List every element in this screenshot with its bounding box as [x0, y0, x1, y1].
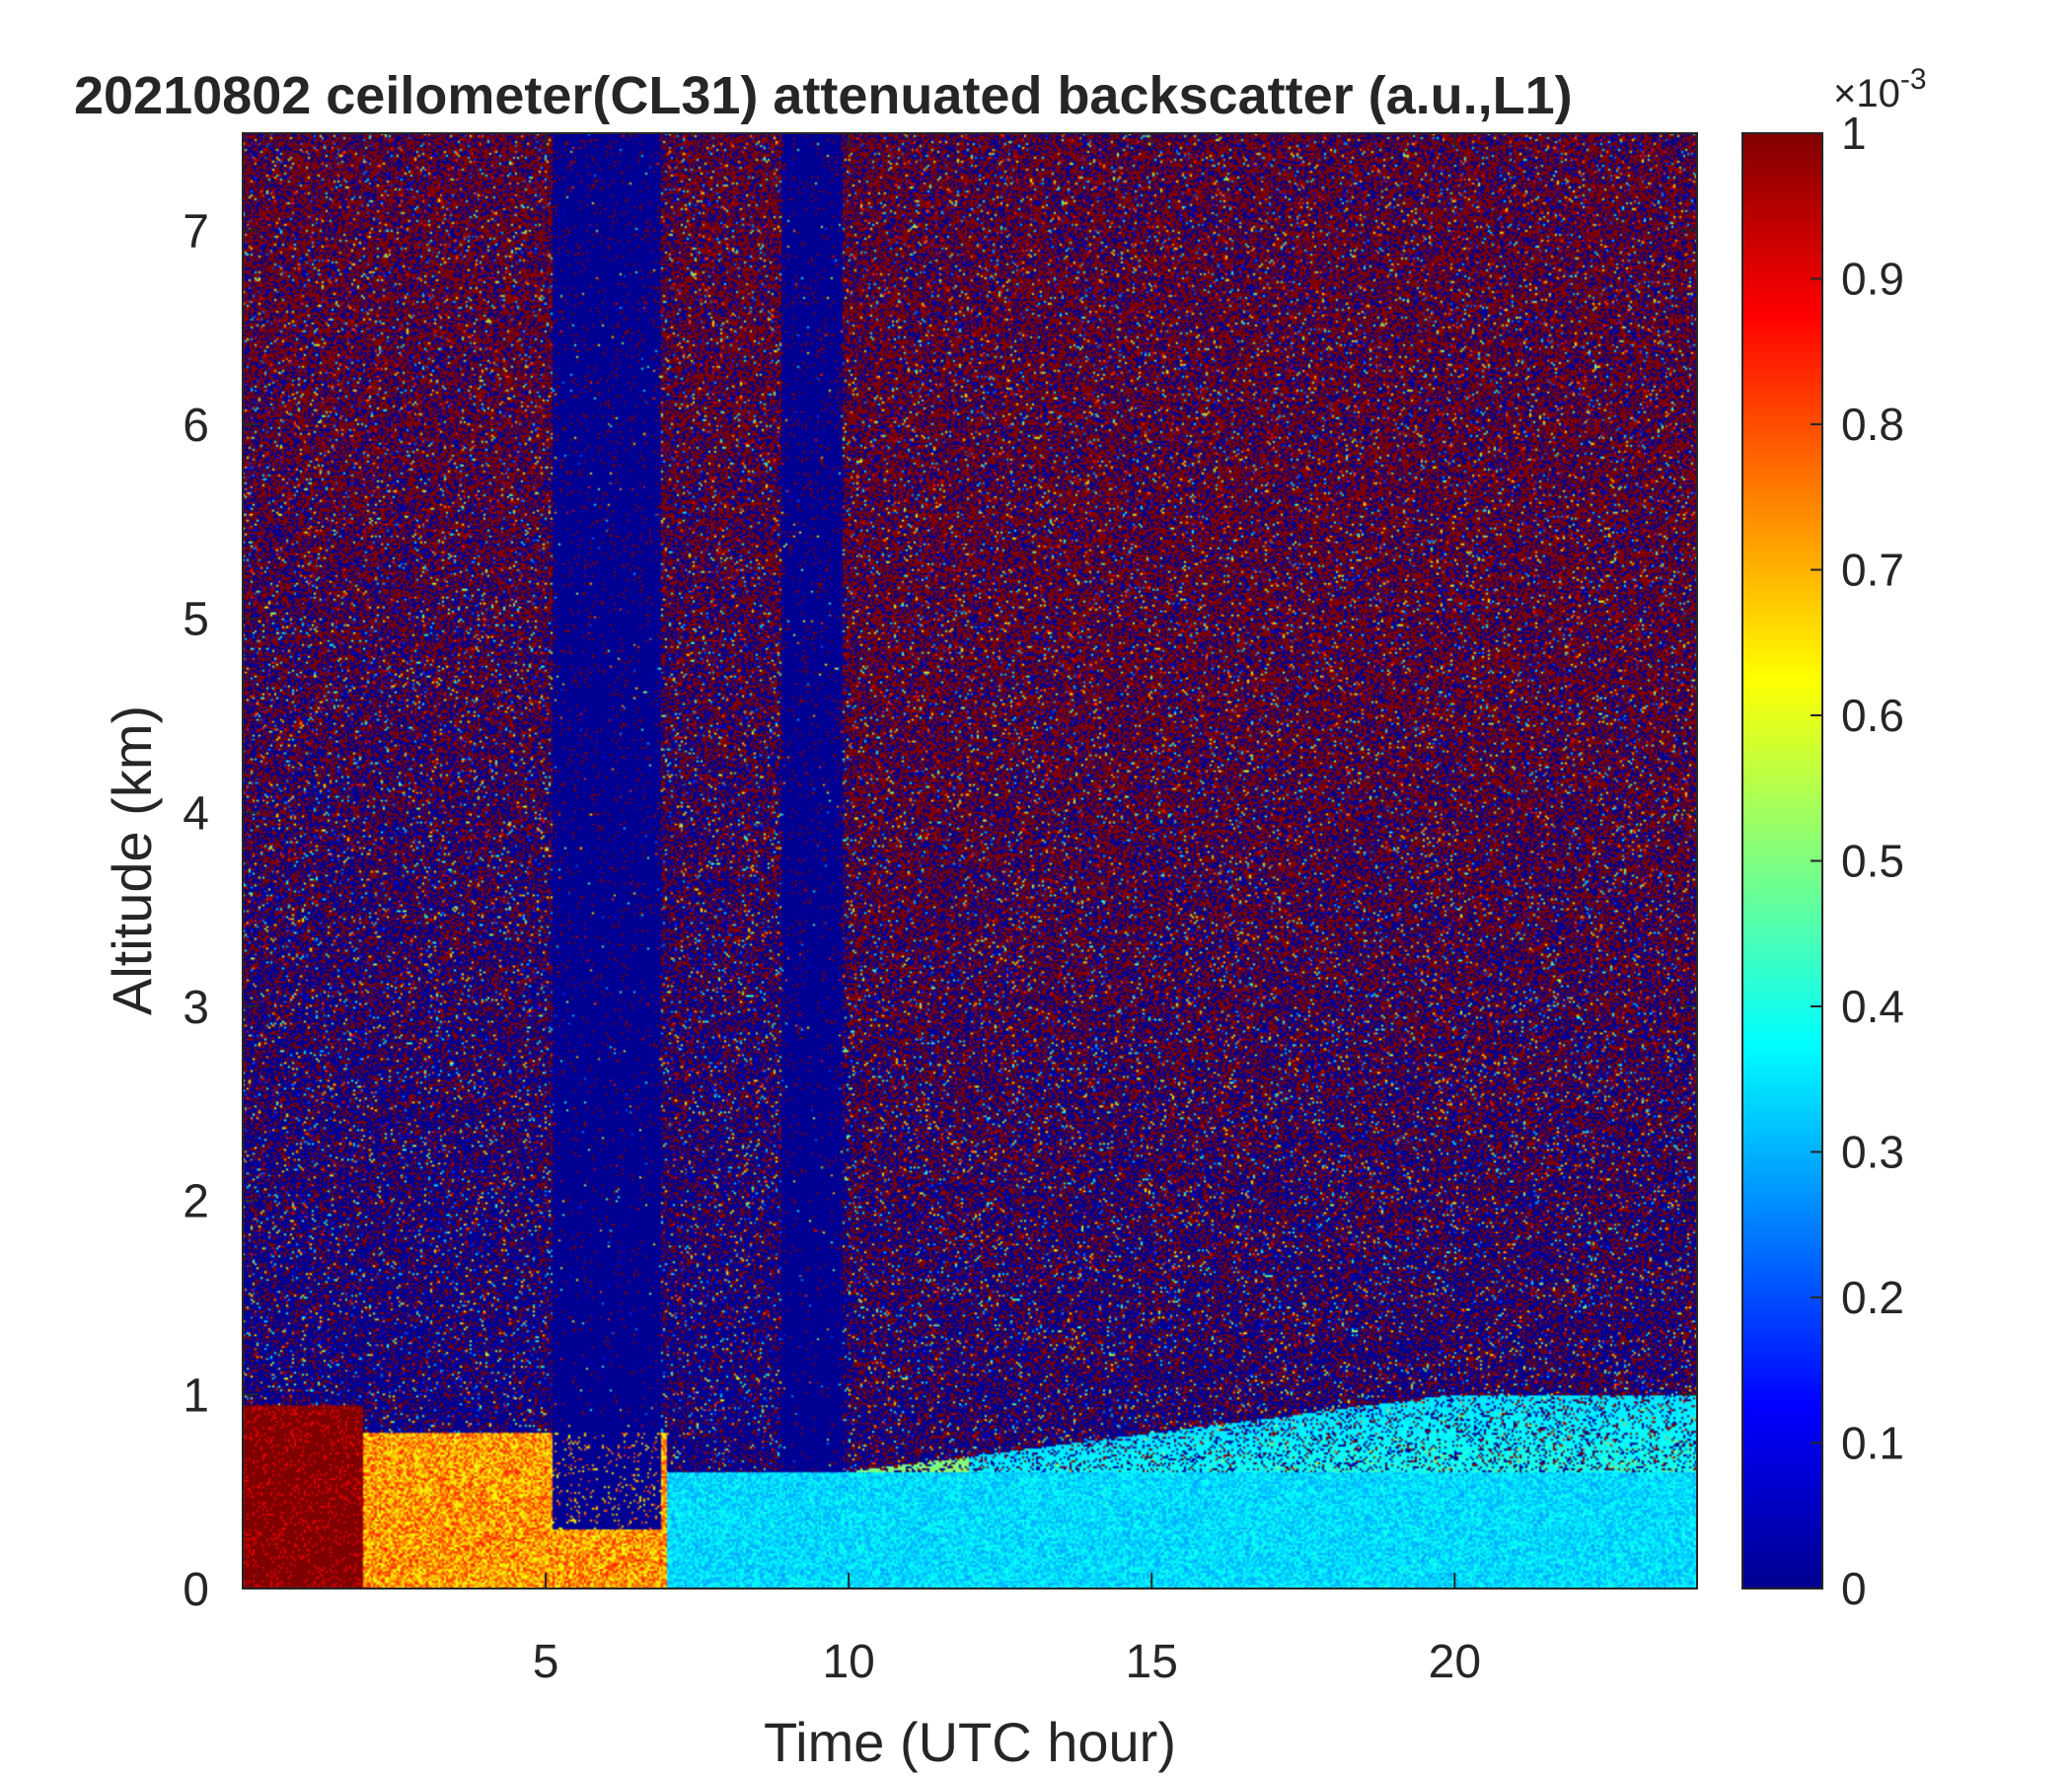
- y-tick-label: 5: [183, 594, 209, 646]
- y-tick-label: 1: [183, 1369, 209, 1422]
- colorbar: 0 0.1 0.2 0.3 0.4 0.5 0.6 0.7 0.8 0.9 1 ×10-3: [1741, 63, 1927, 1614]
- colorbar-exponent: ×10-3: [1833, 63, 1927, 115]
- colorbar-tick-label: 0: [1841, 1563, 1867, 1614]
- colorbar-tick-label: 0.2: [1841, 1272, 1904, 1323]
- x-tick-label: 20: [1429, 1636, 1481, 1688]
- x-tick-label: 15: [1126, 1636, 1178, 1688]
- colorbar-tick-label: 0.1: [1841, 1418, 1904, 1469]
- y-tick-label: 6: [183, 400, 209, 452]
- x-tick-label: 10: [822, 1636, 874, 1688]
- y-tick-label: 0: [183, 1564, 209, 1616]
- plot-frame: [242, 132, 1698, 1590]
- heatmap-image: [243, 133, 1697, 1589]
- y-tick-label: 2: [183, 1176, 209, 1228]
- colorbar-gradient: [1741, 132, 1823, 1590]
- y-tick-label: 7: [183, 205, 209, 258]
- x-tick-label: 5: [533, 1636, 559, 1688]
- colorbar-ticks: 0 0.1 0.2 0.3 0.4 0.5 0.6 0.7 0.8 0.9 1: [1811, 108, 1904, 1614]
- y-tick-label: 3: [183, 982, 209, 1034]
- x-axis: 5 10 15 20: [533, 133, 1481, 1688]
- colorbar-tick-label: 0.4: [1841, 981, 1904, 1032]
- y-axis: 0 1 2 3 4 5 6 7: [183, 205, 1697, 1616]
- colorbar-exponent-power: -3: [1900, 63, 1927, 96]
- colorbar-tick-label: 0.6: [1841, 690, 1904, 741]
- colorbar-tick-label: 0.7: [1841, 545, 1904, 596]
- plot-area: [242, 132, 1698, 1590]
- chart-title: 20210802 ceilometer(CL31) attenuated bac…: [74, 66, 1573, 125]
- y-tick-label: 4: [183, 787, 209, 840]
- colorbar-tick-label: 0.3: [1841, 1127, 1904, 1178]
- colorbar-tick-label: 0.5: [1841, 836, 1904, 887]
- x-axis-label: Time (UTC hour): [764, 1711, 1176, 1773]
- y-axis-label: Altitude (km): [101, 705, 163, 1015]
- colorbar-tick-label: 0.9: [1841, 254, 1904, 305]
- colorbar-tick-label: 1: [1841, 108, 1867, 159]
- colorbar-tick-label: 0.8: [1841, 399, 1904, 450]
- colorbar-exponent-base: ×10: [1833, 72, 1900, 115]
